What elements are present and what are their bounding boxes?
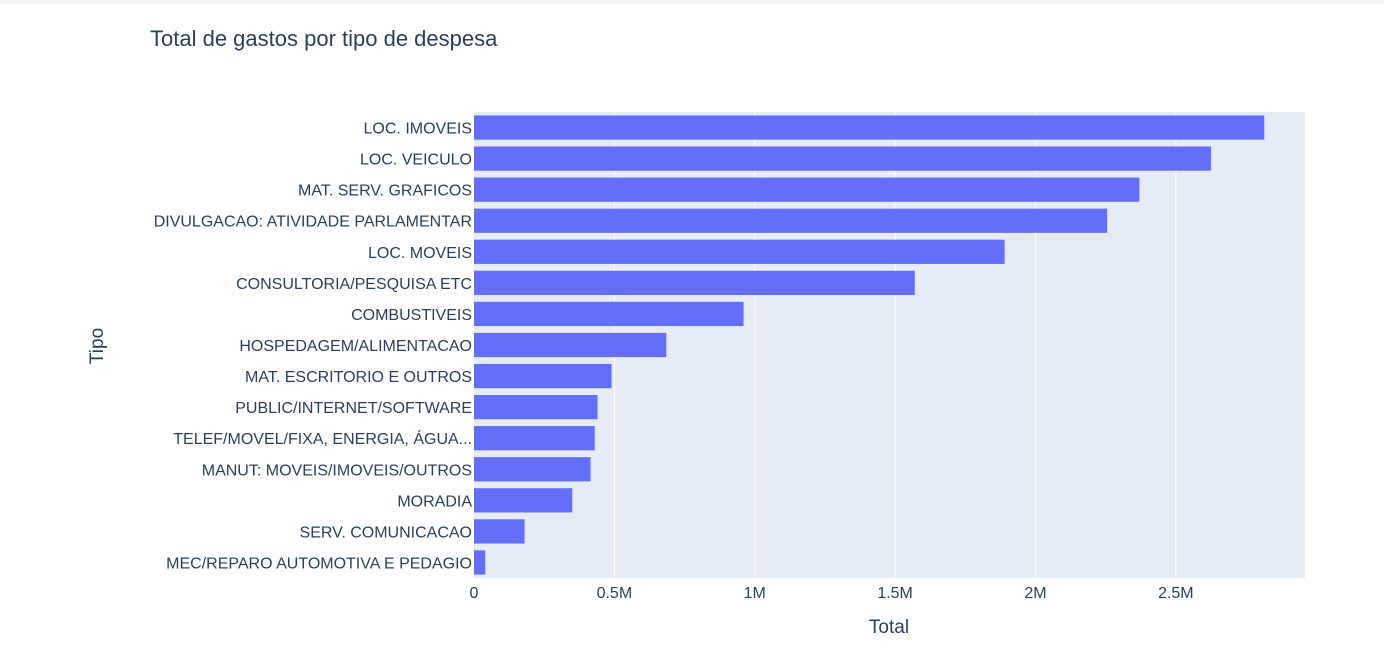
y-tick-label: PUBLIC/INTERNET/SOFTWARE bbox=[235, 400, 472, 417]
y-tick-label: HOSPEDAGEM/ALIMENTACAO bbox=[239, 338, 472, 355]
y-tick-label: MORADIA bbox=[397, 493, 472, 510]
y-tick-label: LOC. MOVEIS bbox=[368, 245, 472, 262]
y-tick-label: CONSULTORIA/PESQUISA ETC bbox=[236, 276, 472, 293]
bar bbox=[474, 550, 486, 575]
y-tick-label: MANUT: MOVEIS/IMOVEIS/OUTROS bbox=[202, 462, 472, 479]
x-tick-label: 0.5M bbox=[597, 585, 633, 602]
y-tick-label: LOC. VEICULO bbox=[360, 152, 472, 169]
bar bbox=[474, 301, 744, 327]
x-tick-label: 1.5M bbox=[877, 585, 913, 602]
chart-title: Total de gastos por tipo de despesa bbox=[150, 26, 498, 51]
x-tick-label: 0 bbox=[470, 585, 479, 602]
bars bbox=[474, 115, 1265, 575]
bar bbox=[474, 239, 1005, 264]
y-tick-label: LOC. IMOVEIS bbox=[364, 121, 472, 138]
bar bbox=[474, 208, 1108, 233]
top-border bbox=[0, 0, 1384, 4]
bar bbox=[474, 488, 573, 513]
y-tick-label: TELEF/MOVEL/FIXA, ENERGIA, ÁGUA... bbox=[173, 429, 472, 448]
bar bbox=[474, 270, 915, 295]
y-tick-label: SERV. COMUNICACAO bbox=[300, 524, 472, 541]
bar bbox=[474, 332, 667, 358]
bar bbox=[474, 426, 595, 451]
bar bbox=[474, 146, 1211, 171]
y-tick-label: COMBUSTIVEIS bbox=[351, 307, 472, 324]
bar bbox=[474, 177, 1140, 202]
bar bbox=[474, 115, 1265, 140]
y-axis-title: Tipo bbox=[87, 328, 108, 364]
y-tick-labels: LOC. IMOVEIS LOC. VEICULO MAT. SERV. GRAFI… bbox=[154, 121, 473, 573]
bar bbox=[474, 457, 591, 482]
x-tick-labels: 0 0.5M 1M 1.5M 2M 2.5M bbox=[470, 585, 1194, 602]
bar bbox=[474, 395, 598, 420]
y-tick-label: DIVULGACAO: ATIVIDADE PARLAMENTAR bbox=[154, 214, 472, 231]
x-tick-label: 2M bbox=[1024, 585, 1046, 602]
y-tick-label: MAT. SERV. GRAFICOS bbox=[298, 183, 472, 200]
bar bbox=[474, 363, 612, 389]
y-tick-label: MAT. ESCRITORIO E OUTROS bbox=[245, 369, 472, 386]
x-tick-label: 2.5M bbox=[1158, 585, 1194, 602]
x-tick-label: 1M bbox=[744, 585, 766, 602]
bar bbox=[474, 519, 525, 544]
y-tick-label: MEC/REPARO AUTOMOTIVA E PEDAGIO bbox=[166, 555, 472, 572]
x-axis-title: Total bbox=[869, 617, 909, 638]
